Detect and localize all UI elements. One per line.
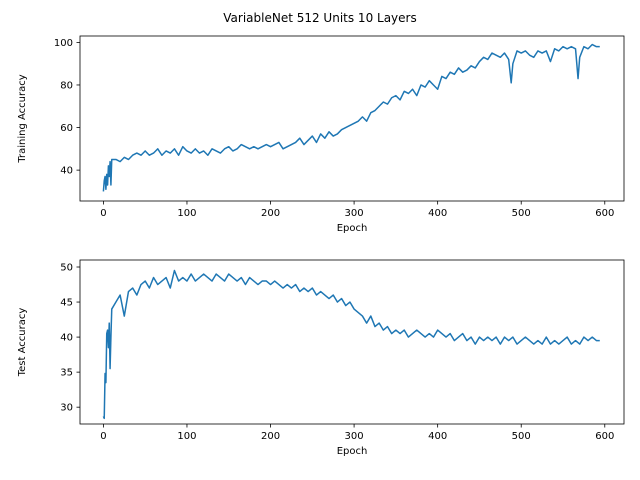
test-x-tick-label: 200 — [261, 431, 280, 442]
train-x-axis-label: Epoch — [337, 223, 368, 234]
train-axes-frame — [79, 35, 625, 202]
train-x-tick-label: 200 — [261, 208, 280, 219]
test-accuracy-line — [102, 269, 600, 420]
test-y-tick-label: 40 — [60, 333, 73, 344]
train-x-tick-label: 300 — [345, 208, 364, 219]
training-accuracy-panel: 0 100 200 300 400 500 600 40 60 80 100 Epoch Trainin… — [17, 35, 625, 234]
test-x-tick-label: 400 — [428, 431, 447, 442]
train-x-tick-label: 0 — [100, 208, 106, 219]
train-x-tick-label: 500 — [512, 208, 531, 219]
test-x-tick-label: 600 — [595, 431, 614, 442]
train-y-tick-label: 80 — [60, 80, 73, 91]
train-x-tick-label: 600 — [595, 208, 614, 219]
train-x-tick-label: 400 — [428, 208, 447, 219]
test-y-axis-label: Test Accuracy — [17, 308, 28, 378]
test-x-tick-label: 300 — [345, 431, 364, 442]
test-y-tick-label: 45 — [60, 298, 73, 309]
test-y-tick-label: 50 — [60, 263, 73, 274]
test-y-tick-label: 30 — [60, 403, 73, 414]
test-y-tick-label: 35 — [60, 368, 73, 379]
train-x-tick-label: 100 — [177, 208, 196, 219]
test-x-axis-label: Epoch — [337, 446, 368, 457]
train-y-tick-label: 100 — [54, 38, 73, 49]
test-axes-frame — [79, 259, 625, 425]
train-y-tick-label: 60 — [60, 123, 73, 134]
test-x-tick-label: 100 — [177, 431, 196, 442]
figure-title: VariableNet 512 Units 10 Layers — [223, 11, 416, 25]
train-y-tick-label: 40 — [60, 166, 73, 177]
test-x-tick-label: 0 — [100, 431, 106, 442]
test-accuracy-panel: 0 100 200 300 400 500 600 30 35 40 45 50 Epoch Test A… — [17, 259, 625, 457]
test-x-tick-label: 500 — [512, 431, 531, 442]
train-accuracy-line — [102, 43, 600, 192]
train-y-axis-label: Training Accuracy — [17, 74, 28, 163]
